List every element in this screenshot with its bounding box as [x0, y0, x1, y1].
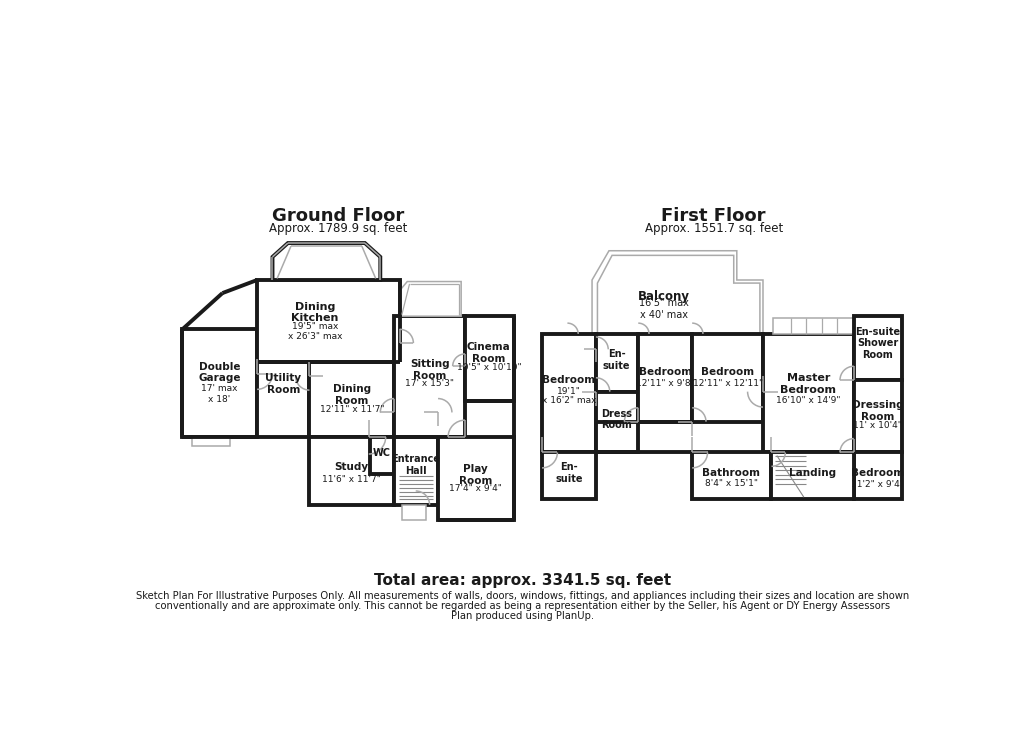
Bar — [762, 334, 853, 453]
Text: 17' max
x 18': 17' max x 18' — [201, 384, 237, 404]
Bar — [309, 437, 393, 505]
Text: Double
Garage: Double Garage — [198, 361, 240, 383]
Text: Dress
Room: Dress Room — [600, 409, 632, 430]
Text: Bedroom: Bedroom — [700, 367, 753, 378]
Text: Play
Room: Play Room — [459, 464, 492, 485]
Bar — [401, 505, 426, 520]
Text: Sketch Plan For Illustrative Purposes Only. All measurements of walls, doors, wi: Sketch Plan For Illustrative Purposes On… — [136, 591, 909, 601]
Text: Yorkshire's Finest: Yorkshire's Finest — [663, 382, 758, 412]
Text: 8'4" x 15'1": 8'4" x 15'1" — [704, 479, 757, 487]
Polygon shape — [591, 251, 762, 334]
Text: 11'2" x 9'4": 11'2" x 9'4" — [851, 479, 903, 488]
Text: 12'11" x 12'11": 12'11" x 12'11" — [692, 379, 762, 389]
Polygon shape — [399, 281, 461, 316]
Text: 12'11" x 11'7": 12'11" x 11'7" — [319, 405, 384, 414]
Text: Plan produced using PlanUp.: Plan produced using PlanUp. — [450, 611, 594, 621]
Text: Approx. 1551.7 sq. feet: Approx. 1551.7 sq. feet — [644, 222, 782, 235]
Polygon shape — [272, 243, 380, 280]
Text: First Floor: First Floor — [660, 207, 765, 225]
Text: Utility
Room: Utility Room — [265, 373, 301, 395]
Polygon shape — [597, 255, 759, 334]
Bar — [595, 334, 638, 392]
Text: WC: WC — [373, 448, 390, 459]
Text: Ground Floor: Ground Floor — [271, 207, 404, 225]
Bar — [692, 334, 762, 421]
Text: Balcony: Balcony — [637, 290, 689, 303]
Bar — [541, 334, 595, 453]
Text: 16'5" max
x 40' max: 16'5" max x 40' max — [638, 298, 688, 320]
Text: Dining
Room: Dining Room — [332, 384, 371, 406]
Bar — [309, 362, 393, 437]
Bar — [853, 453, 901, 499]
Bar — [465, 316, 513, 401]
Bar — [393, 316, 465, 437]
Text: 19'1": 19'1" — [556, 387, 580, 396]
Text: Master
Bedroom: Master Bedroom — [780, 373, 836, 395]
Bar — [638, 334, 692, 421]
Bar — [257, 341, 309, 437]
Bar — [370, 437, 393, 474]
Text: En-suite
Shower
Room: En-suite Shower Room — [854, 326, 900, 360]
Text: 17'4" x 9'4": 17'4" x 9'4" — [449, 485, 501, 493]
Text: x 16'2" max: x 16'2" max — [541, 395, 596, 404]
Polygon shape — [772, 318, 853, 334]
Text: conventionally and are approximate only. This cannot be regarded as being a repr: conventionally and are approximate only.… — [155, 601, 890, 611]
Bar — [770, 453, 853, 499]
Text: 17' x 15'3": 17' x 15'3" — [405, 379, 453, 389]
Text: Total area: approx. 3341.5 sq. feet: Total area: approx. 3341.5 sq. feet — [374, 573, 671, 588]
Bar — [182, 329, 257, 437]
Bar — [437, 437, 513, 520]
Text: En-
suite: En- suite — [602, 349, 630, 371]
Text: Yorkshire's Finest: Yorkshire's Finest — [289, 375, 385, 404]
Text: En-
suite: En- suite — [554, 462, 582, 484]
Text: Entrance
Hall: Entrance Hall — [391, 454, 440, 476]
Text: 12'11" x 9'8": 12'11" x 9'8" — [635, 379, 694, 389]
Text: 11'6" x 11'7": 11'6" x 11'7" — [322, 475, 381, 484]
Text: Bathroom: Bathroom — [702, 467, 760, 478]
Bar — [853, 380, 901, 453]
Bar — [257, 280, 399, 362]
Bar — [853, 316, 901, 380]
Text: 16'10" x 14'9": 16'10" x 14'9" — [775, 395, 840, 404]
Bar — [393, 437, 437, 505]
Text: Cinema
Room: Cinema Room — [467, 342, 511, 364]
Text: Approx. 1789.9 sq. feet: Approx. 1789.9 sq. feet — [268, 222, 407, 235]
Text: 19'5" max
x 26'3" max: 19'5" max x 26'3" max — [287, 322, 341, 341]
Text: Bedroom: Bedroom — [542, 375, 595, 385]
Text: Dressing
Room: Dressing Room — [851, 400, 903, 421]
Bar — [541, 453, 595, 499]
Text: Dining
Kitchen: Dining Kitchen — [290, 301, 338, 323]
Bar — [192, 437, 230, 447]
Text: 10'5" x 10'10": 10'5" x 10'10" — [457, 363, 521, 372]
Bar — [595, 392, 638, 453]
Text: 11' x 10'4": 11' x 10'4" — [853, 421, 901, 430]
Text: Sitting
Room: Sitting Room — [410, 359, 449, 381]
Text: Bedroom: Bedroom — [850, 468, 904, 479]
Bar — [692, 453, 770, 499]
Text: Landing: Landing — [788, 467, 835, 478]
Text: Bedroom: Bedroom — [638, 367, 691, 378]
Text: Study: Study — [334, 462, 369, 472]
